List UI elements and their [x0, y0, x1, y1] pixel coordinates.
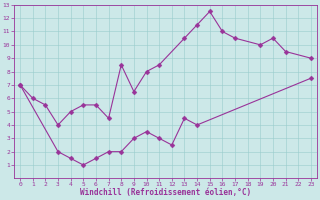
X-axis label: Windchill (Refroidissement éolien,°C): Windchill (Refroidissement éolien,°C): [80, 188, 251, 197]
